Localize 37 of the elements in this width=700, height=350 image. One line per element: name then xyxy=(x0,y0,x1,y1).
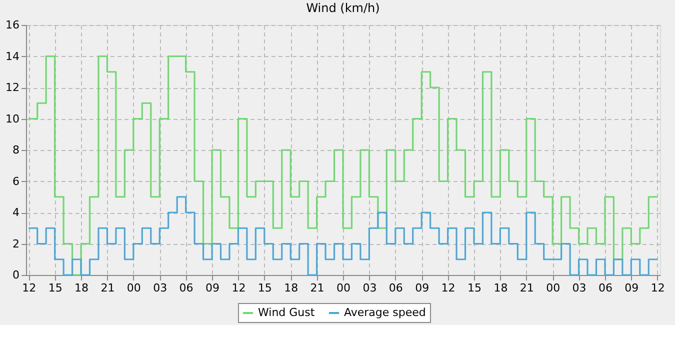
x-tick-label: 15 xyxy=(258,282,272,294)
x-tick-label: 00 xyxy=(336,282,350,294)
x-tick-label: 15 xyxy=(467,282,482,294)
x-tick-label: 18 xyxy=(494,282,508,294)
x-tick-label: 06 xyxy=(388,282,403,294)
x-tick-label: 09 xyxy=(415,282,430,294)
x-tick-label: 00 xyxy=(126,282,141,294)
x-tick-label: 12 xyxy=(650,282,665,294)
y-tick-label: 8 xyxy=(12,144,20,156)
x-tick-label: 18 xyxy=(74,282,89,294)
y-tick-label: 2 xyxy=(12,237,20,250)
y-tick-label: 16 xyxy=(6,18,20,32)
legend-label: Wind Gust xyxy=(258,306,316,319)
x-tick-label: 06 xyxy=(179,282,194,294)
x-tick-label: 21 xyxy=(100,282,115,294)
x-tick-label: 03 xyxy=(362,282,377,294)
legend-label: Average speed xyxy=(344,306,426,319)
x-tick-label: 12 xyxy=(22,282,36,294)
y-tick-label: 10 xyxy=(6,112,20,126)
y-tick-label: 6 xyxy=(12,174,20,188)
x-tick-label: 03 xyxy=(153,282,168,294)
y-tick-label: 12 xyxy=(6,81,20,94)
x-tick-label: 21 xyxy=(520,282,534,294)
x-tick-label: 00 xyxy=(546,282,560,294)
x-tick-label: 09 xyxy=(206,282,220,294)
x-tick-label: 06 xyxy=(598,282,612,294)
y-tick-label: 0 xyxy=(12,268,20,282)
chart-title: Wind (km/h) xyxy=(306,1,380,15)
y-tick-label: 14 xyxy=(6,50,20,63)
x-tick-label: 03 xyxy=(572,282,586,294)
y-tick-label: 4 xyxy=(12,206,20,219)
x-tick-label: 21 xyxy=(310,282,324,294)
x-tick-label: 12 xyxy=(441,282,456,294)
x-tick-label: 18 xyxy=(284,282,298,294)
x-tick-label: 09 xyxy=(624,282,639,294)
x-tick-label: 12 xyxy=(232,282,246,294)
x-tick-label: 15 xyxy=(48,282,62,294)
